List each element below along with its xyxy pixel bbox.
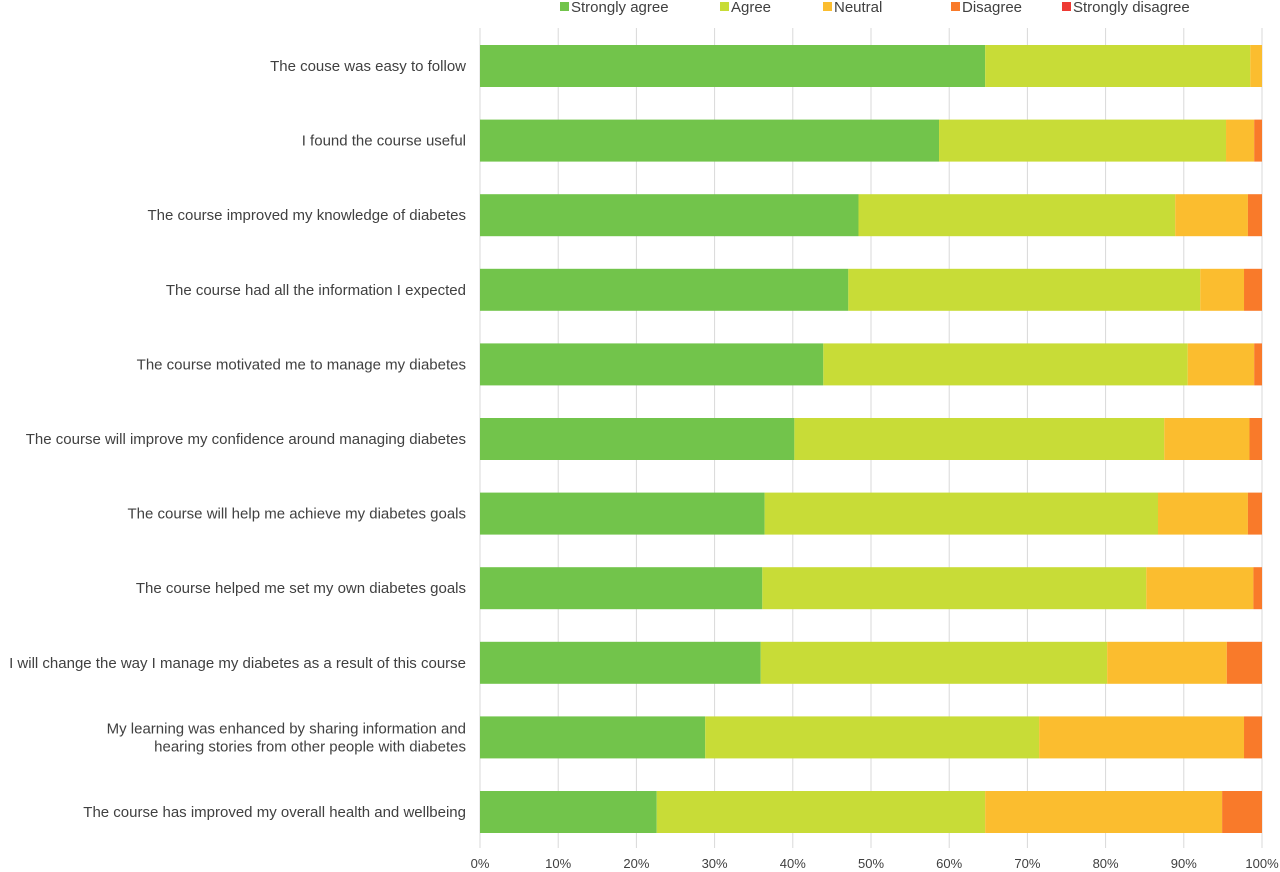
bar-segment bbox=[480, 716, 706, 759]
x-tick-label: 0% bbox=[471, 856, 490, 871]
bar-segment bbox=[1226, 641, 1262, 684]
x-tick-label: 20% bbox=[623, 856, 649, 871]
bar-segment bbox=[480, 641, 761, 684]
x-tick-label: 90% bbox=[1171, 856, 1197, 871]
bar-segment bbox=[480, 343, 824, 386]
bar-segment bbox=[1244, 268, 1262, 311]
bar-segment bbox=[985, 45, 1251, 87]
category-label: The course had all the information I exp… bbox=[166, 282, 466, 299]
bars bbox=[480, 45, 1262, 833]
category-label: hearing stories from other people with d… bbox=[154, 738, 466, 755]
category-label: The course will help me achieve my diabe… bbox=[127, 506, 466, 523]
category-label: My learning was enhanced by sharing info… bbox=[107, 720, 466, 737]
x-tick-label: 30% bbox=[702, 856, 728, 871]
legend-swatch bbox=[1062, 2, 1071, 11]
bar-segment bbox=[1187, 343, 1255, 386]
bar-segment bbox=[762, 567, 1147, 610]
bar-segment bbox=[480, 194, 859, 237]
x-tick-label: 10% bbox=[545, 856, 571, 871]
bar-segment bbox=[794, 418, 1165, 460]
legend-swatch bbox=[951, 2, 960, 11]
category-label: The course motivated me to manage my dia… bbox=[137, 356, 466, 373]
bar-segment bbox=[480, 567, 763, 610]
legend-swatch bbox=[720, 2, 729, 11]
bar-segment bbox=[1164, 418, 1250, 460]
bar-segment bbox=[1157, 492, 1248, 535]
bar-segment bbox=[656, 791, 986, 833]
bar-segment bbox=[760, 641, 1108, 684]
legend-label: Strongly disagree bbox=[1073, 0, 1190, 16]
x-axis-ticks: 0% 10% 20% 30% 40% 50% 60% 70% 80% 90% 100% bbox=[471, 856, 1279, 871]
bar-segment bbox=[1254, 119, 1262, 162]
bar-segment bbox=[1146, 567, 1254, 610]
bar-segment bbox=[480, 492, 765, 535]
x-tick-label: 50% bbox=[858, 856, 884, 871]
bar-segment bbox=[480, 791, 657, 833]
category-label: The course improved my knowledge of diab… bbox=[147, 207, 466, 224]
bar-segment bbox=[705, 716, 1040, 759]
x-tick-label: 70% bbox=[1014, 856, 1040, 871]
category-label: I will change the way I manage my diabet… bbox=[9, 655, 466, 672]
x-tick-label: 80% bbox=[1093, 856, 1119, 871]
category-label: The couse was easy to follow bbox=[270, 58, 466, 75]
bar-segment bbox=[1200, 268, 1245, 311]
bar-segment bbox=[1222, 791, 1262, 833]
legend: Strongly agree Agree Neutral Disagree Strong… bbox=[560, 0, 1190, 16]
bar-segment bbox=[848, 268, 1201, 311]
x-tick-label: 100% bbox=[1245, 856, 1279, 871]
bar-segment bbox=[764, 492, 1158, 535]
bar-segment bbox=[480, 268, 849, 311]
legend-label: Disagree bbox=[962, 0, 1022, 16]
legend-swatch bbox=[823, 2, 832, 11]
bar-segment bbox=[1254, 343, 1262, 386]
legend-label: Neutral bbox=[834, 0, 882, 16]
bar-segment bbox=[1039, 716, 1245, 759]
bar-segment bbox=[858, 194, 1176, 237]
bar-segment bbox=[1107, 641, 1227, 684]
bar-segment bbox=[939, 119, 1227, 162]
bar-segment bbox=[480, 45, 986, 87]
bar-segment bbox=[985, 791, 1223, 833]
category-label: The course has improved my overall healt… bbox=[83, 804, 466, 821]
legend-label: Agree bbox=[731, 0, 771, 16]
bar-segment bbox=[1226, 119, 1255, 162]
legend-swatch bbox=[560, 2, 569, 11]
bar-segment bbox=[1247, 194, 1262, 237]
x-tick-label: 40% bbox=[780, 856, 806, 871]
bar-segment bbox=[823, 343, 1188, 386]
bar-segment bbox=[1175, 194, 1248, 237]
legend-label: Strongly agree bbox=[571, 0, 669, 16]
category-label: The course helped me set my own diabetes… bbox=[136, 580, 466, 597]
bar-segment bbox=[1244, 716, 1262, 759]
bar-segment bbox=[480, 418, 795, 460]
category-labels: The couse was easy to follow I found the … bbox=[9, 58, 466, 821]
bar-segment bbox=[1249, 418, 1262, 460]
bar-segment bbox=[480, 119, 940, 162]
bar-segment bbox=[1250, 45, 1262, 87]
bar-segment bbox=[1253, 567, 1262, 610]
category-label: I found the course useful bbox=[302, 133, 466, 150]
bar-segment bbox=[1247, 492, 1262, 535]
category-label: The course will improve my confidence ar… bbox=[26, 431, 466, 448]
x-tick-label: 60% bbox=[936, 856, 962, 871]
